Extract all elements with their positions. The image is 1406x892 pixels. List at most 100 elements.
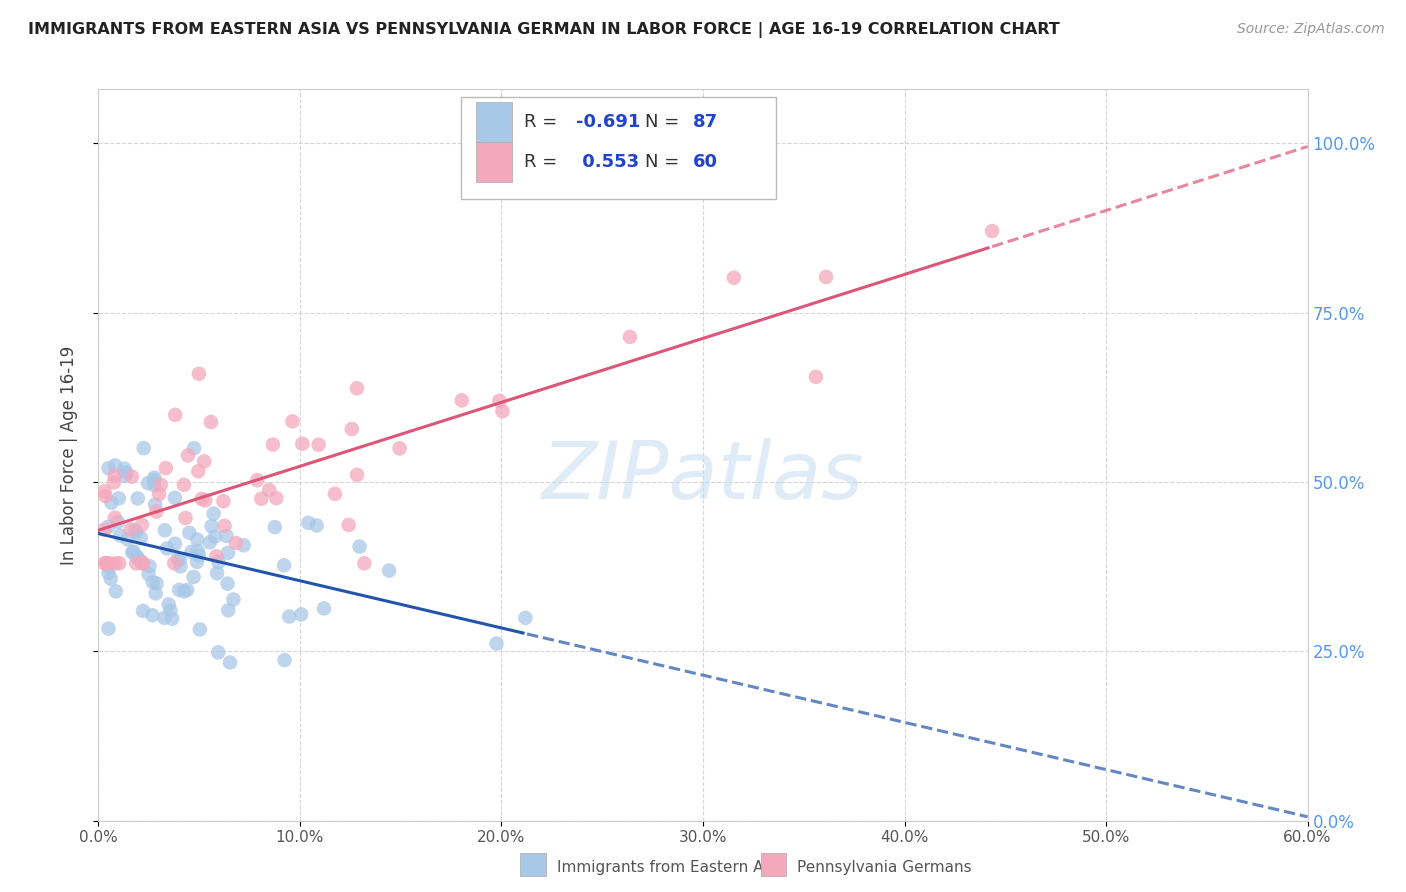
Point [186,533,208,547]
Point [159,603,181,617]
Point [225,536,247,550]
Point [814,269,837,284]
Point [340,422,363,436]
Point [207,555,229,569]
Point [194,493,217,508]
Point [131,556,153,570]
Point [246,473,269,487]
Point [183,570,205,584]
Point [488,393,510,408]
Point [114,468,136,483]
Point [129,554,152,568]
Point [202,507,225,521]
Point [125,556,148,570]
Point [153,523,176,537]
Point [132,556,155,570]
Point [297,516,319,530]
Text: R =: R = [524,153,562,171]
Point [491,404,513,418]
Point [153,611,176,625]
Point [125,525,148,540]
Point [222,592,245,607]
Point [266,491,288,505]
Point [163,491,186,505]
Point [97,559,120,574]
Point [169,559,191,574]
Point [97,566,120,580]
Point [291,436,314,450]
Point [163,537,186,551]
Point [290,607,312,622]
Point [97,622,120,636]
Text: -0.691: -0.691 [576,113,640,131]
Point [112,461,135,475]
Text: 87: 87 [693,113,718,131]
FancyBboxPatch shape [475,102,512,142]
Point [177,449,200,463]
Point [257,483,280,497]
Text: 0.553: 0.553 [576,153,640,171]
Point [93,484,115,499]
Point [804,370,827,384]
Point [167,582,190,597]
Point [219,656,242,670]
Text: Source: ZipAtlas.com: Source: ZipAtlas.com [1237,22,1385,37]
Point [273,558,295,573]
Point [155,461,177,475]
Point [173,478,195,492]
FancyBboxPatch shape [475,142,512,183]
Point [346,467,368,482]
FancyBboxPatch shape [461,96,776,199]
Point [131,517,153,532]
Point [187,544,209,558]
Point [163,556,186,570]
Point [94,489,117,503]
Point [103,475,125,490]
Point [156,541,179,556]
Point [122,544,145,558]
Point [305,518,328,533]
Point [120,522,142,536]
Point [378,564,401,578]
Point [207,645,229,659]
Point [346,381,368,395]
Point [173,584,195,599]
Text: N =: N = [645,153,685,171]
Point [450,393,472,408]
Point [204,530,226,544]
Text: Pennsylvania Germans: Pennsylvania Germans [797,860,972,874]
Point [515,611,537,625]
Point [165,408,187,422]
Point [176,582,198,597]
Point [132,441,155,455]
Point [485,636,508,650]
Point [205,566,228,581]
Point [143,470,166,484]
Point [180,544,202,558]
Point [217,546,239,560]
Point [323,487,346,501]
Point [186,555,208,569]
Point [148,487,170,501]
Point [281,414,304,428]
Point [232,538,254,552]
Point [193,454,215,468]
Point [179,525,201,540]
Point [108,556,131,570]
Text: R =: R = [524,113,562,131]
Text: Immigrants from Eastern Asia: Immigrants from Eastern Asia [557,860,785,874]
Point [143,478,166,492]
Point [124,524,146,538]
Point [166,551,188,566]
Point [117,533,139,547]
Point [143,498,166,512]
Point [104,458,127,473]
Point [157,598,180,612]
Point [145,586,167,600]
Point [141,608,163,623]
Point [198,535,221,549]
Point [308,438,330,452]
Point [162,612,184,626]
Point [100,572,122,586]
Point [353,556,375,570]
